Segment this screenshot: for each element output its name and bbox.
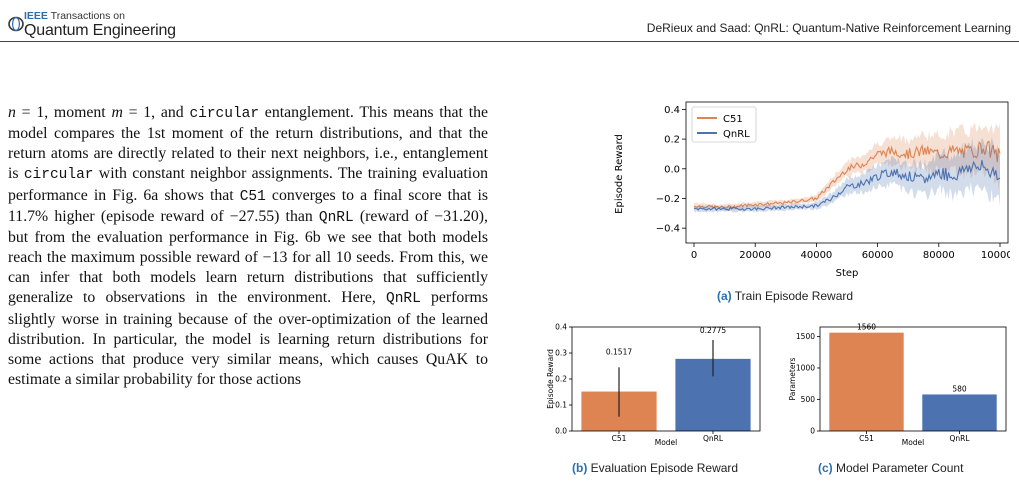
x-axis-label: Model bbox=[655, 438, 678, 447]
y-tick-label: 0.1 bbox=[555, 401, 567, 410]
x-tick-label: 40000 bbox=[800, 250, 832, 261]
y-axis-label: Episode Reward bbox=[614, 134, 625, 214]
bar-value-label: 0.1517 bbox=[606, 347, 632, 356]
y-tick-label: 0.0 bbox=[664, 164, 680, 175]
series-line-qnrl bbox=[693, 160, 1001, 212]
chart-legend: C51 QnRL bbox=[691, 106, 757, 143]
y-tick-label: 0.4 bbox=[664, 105, 680, 116]
y-axis-label: Parameters bbox=[788, 357, 797, 400]
x-tick-label: QnRL bbox=[949, 434, 970, 443]
y-tick-label: 500 bbox=[801, 395, 816, 404]
series-band-c51 bbox=[694, 122, 1000, 211]
y-tick-label: 0.2 bbox=[664, 135, 680, 146]
caption-c: (c) Model Parameter Count bbox=[818, 461, 964, 475]
y-tick-label: 0.2 bbox=[555, 375, 567, 384]
x-tick-label: C51 bbox=[612, 434, 627, 443]
y-axis-label: Episode Reward bbox=[546, 349, 555, 409]
x-tick-label: 80000 bbox=[923, 250, 955, 261]
x-tick-label: 100000 bbox=[981, 250, 1010, 261]
x-tick-label: 60000 bbox=[862, 250, 894, 261]
paragraph-text: n = 1, moment m = 1, and circular entang… bbox=[8, 104, 489, 389]
x-tick-label: QnRL bbox=[703, 434, 724, 443]
body-paragraph: n = 1, moment m = 1, and circular entang… bbox=[8, 103, 488, 390]
eval-reward-bar-chart: 0.1517 C51 0.2775 QnRL 0.0 0.1 0.2 0.3 0.4 Episo… bbox=[546, 323, 761, 447]
logo-journal-name: Quantum Engineering bbox=[24, 22, 176, 39]
y-tick-label: 0.3 bbox=[555, 349, 567, 358]
legend-label-qnrl: QnRL bbox=[723, 129, 750, 140]
series-band-qnrl bbox=[694, 137, 1000, 213]
x-tick-label: 20000 bbox=[739, 250, 771, 261]
legend-label-c51: C51 bbox=[723, 114, 743, 125]
running-head: DeRieux and Saad: QnRL: Quantum-Native R… bbox=[646, 21, 1011, 35]
header-rule bbox=[0, 41, 1019, 42]
journal-logo: IEEE Transactions on Quantum Engineering bbox=[8, 6, 208, 40]
bar-value-label: 0.2775 bbox=[700, 326, 726, 335]
x-axis-label: Model bbox=[902, 438, 925, 447]
y-tick-label: 0.0 bbox=[555, 427, 567, 436]
caption-a: (a) Train Episode Reward bbox=[717, 289, 854, 303]
bar-value-label: 580 bbox=[952, 384, 967, 393]
bar-qnrl bbox=[922, 394, 997, 431]
x-tick-label: C51 bbox=[859, 434, 874, 443]
y-tick-label: 0.4 bbox=[555, 323, 567, 332]
x-tick-label: 0 bbox=[691, 250, 697, 261]
y-tick-label: −0.2 bbox=[656, 194, 680, 205]
y-tick-label: 1000 bbox=[796, 364, 815, 373]
series-line-c51 bbox=[693, 140, 1001, 210]
y-tick-label: −0.4 bbox=[656, 224, 680, 235]
bar-c51 bbox=[829, 332, 904, 431]
logo-top-line: IEEE Transactions on bbox=[24, 10, 125, 22]
quantum-logo-icon bbox=[8, 16, 24, 32]
caption-b: (b) Evaluation Episode Reward bbox=[572, 461, 739, 475]
y-tick-label: 1500 bbox=[796, 332, 815, 341]
y-tick-label: 0 bbox=[810, 427, 815, 436]
x-axis-label: Step bbox=[836, 268, 859, 278]
train-reward-line-chart: −0.4 −0.2 0.0 0.2 0.4 0 20000 40000 60000 80000 10… bbox=[614, 101, 1010, 278]
